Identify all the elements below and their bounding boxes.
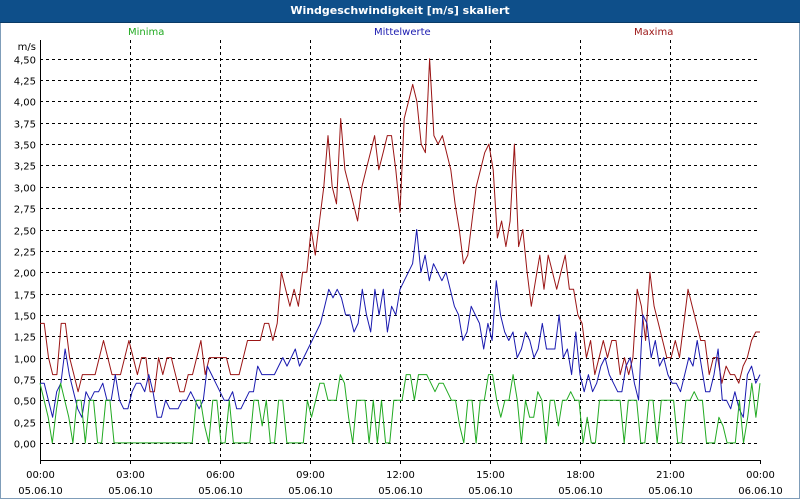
x-tick-date: 05.06.10 [648, 486, 693, 497]
x-tick-date: 06.06.10 [738, 486, 783, 497]
window-title: Windgeschwindigkeit [m/s] skaliert [0, 0, 800, 23]
y-tick-label: 2,50 [14, 227, 36, 238]
y-tick-labels: 0,00 0,25 0,50 0,75 1,00 1,25 1,50 1,75 2,00 2,25… [14, 56, 36, 451]
y-tick-label: 0,00 [14, 440, 36, 451]
x-tick-time: 06:00 [206, 470, 235, 481]
x-tick-date: 05.06.10 [558, 486, 603, 497]
axes: m/s [18, 40, 760, 461]
x-tick-date: 05.06.10 [378, 486, 423, 497]
x-tick-date: 05.06.10 [468, 486, 513, 497]
y-tick-label: 4,25 [14, 77, 36, 88]
x-tick-time: 00:00 [26, 470, 55, 481]
series-line-minima [39, 374, 761, 444]
x-tick-labels: 00:00 05.06.10 03:00 05.06.10 06:00 05.06.10 0… [18, 470, 783, 497]
x-tick-time: 03:00 [116, 470, 145, 481]
y-tick-label: 0,75 [14, 376, 36, 387]
y-tick-label: 2,25 [14, 248, 36, 259]
y-tick-label: 1,50 [14, 312, 36, 323]
y-tick-label: 3,75 [14, 120, 36, 131]
y-tick-label: 0,50 [14, 397, 36, 408]
y-tick-label: 1,75 [14, 291, 36, 302]
x-tick-time: 00:00 [746, 470, 775, 481]
y-tick-label: 1,25 [14, 333, 36, 344]
legend-maxima: Maxima [634, 27, 673, 38]
y-tick-label: 4,00 [14, 98, 36, 109]
y-tick-label: 2,00 [14, 269, 36, 280]
x-tick-date: 05.06.10 [198, 486, 243, 497]
y-axis-unit: m/s [18, 42, 36, 53]
grid [40, 40, 761, 464]
x-tick-time: 21:00 [656, 470, 685, 481]
x-tick-time: 12:00 [386, 470, 415, 481]
y-tick-label: 1,00 [14, 355, 36, 366]
y-tick-label: 3,25 [14, 162, 36, 173]
legend-minima: Minima [128, 27, 164, 38]
legend: Minima Mittelwerte Maxima [128, 27, 673, 38]
y-tick-label: 2,75 [14, 205, 36, 216]
series-line-maxima [40, 58, 760, 393]
x-tick-time: 18:00 [566, 470, 595, 481]
y-tick-label: 3,50 [14, 141, 36, 152]
y-tick-label: 4,50 [14, 56, 36, 67]
x-tick-date: 05.06.10 [18, 486, 63, 497]
x-tick-time: 15:00 [476, 470, 505, 481]
series-line-mittelwerte [40, 229, 761, 418]
series [39, 58, 761, 444]
y-tick-label: 0,25 [14, 419, 36, 430]
legend-mittelwerte: Mittelwerte [374, 27, 431, 38]
y-tick-label: 3,00 [14, 184, 36, 195]
x-tick-date: 05.06.10 [288, 486, 333, 497]
x-tick-time: 09:00 [296, 470, 325, 481]
x-tick-date: 05.06.10 [108, 486, 153, 497]
